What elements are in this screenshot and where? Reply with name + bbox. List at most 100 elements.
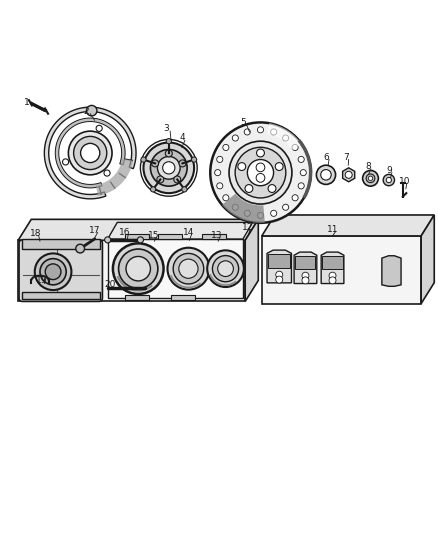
Text: 15: 15 bbox=[148, 231, 159, 239]
Text: 18: 18 bbox=[30, 229, 41, 238]
Polygon shape bbox=[321, 252, 344, 284]
Circle shape bbox=[256, 163, 265, 172]
Circle shape bbox=[45, 264, 61, 280]
Polygon shape bbox=[268, 254, 290, 268]
Circle shape bbox=[150, 149, 187, 186]
Polygon shape bbox=[267, 250, 291, 283]
Text: 10: 10 bbox=[399, 177, 410, 186]
Circle shape bbox=[144, 142, 194, 193]
Circle shape bbox=[152, 160, 159, 167]
Circle shape bbox=[138, 237, 144, 243]
Circle shape bbox=[329, 272, 336, 279]
Text: 8: 8 bbox=[365, 163, 371, 172]
Circle shape bbox=[81, 143, 100, 163]
Text: 4: 4 bbox=[179, 133, 185, 142]
Text: 17: 17 bbox=[89, 226, 100, 235]
Circle shape bbox=[271, 129, 277, 135]
Text: 6: 6 bbox=[323, 153, 329, 162]
Circle shape bbox=[179, 160, 186, 167]
Circle shape bbox=[223, 144, 229, 150]
Circle shape bbox=[126, 256, 150, 281]
Circle shape bbox=[298, 156, 304, 163]
Circle shape bbox=[215, 169, 221, 176]
Circle shape bbox=[292, 195, 298, 201]
Circle shape bbox=[223, 195, 229, 201]
Circle shape bbox=[283, 204, 289, 211]
Circle shape bbox=[298, 183, 304, 189]
Circle shape bbox=[268, 184, 276, 192]
Circle shape bbox=[276, 271, 283, 278]
Polygon shape bbox=[294, 252, 317, 284]
Polygon shape bbox=[245, 220, 258, 302]
Bar bbox=[21, 292, 100, 299]
Circle shape bbox=[63, 159, 69, 165]
Circle shape bbox=[167, 248, 209, 289]
Polygon shape bbox=[18, 240, 245, 302]
Text: 13: 13 bbox=[211, 231, 223, 239]
Text: 20: 20 bbox=[104, 280, 116, 289]
Circle shape bbox=[302, 277, 309, 284]
Circle shape bbox=[283, 135, 289, 141]
Circle shape bbox=[244, 129, 250, 135]
Circle shape bbox=[386, 177, 392, 183]
Polygon shape bbox=[322, 256, 343, 269]
Bar bbox=[171, 295, 195, 300]
Circle shape bbox=[217, 156, 223, 163]
Circle shape bbox=[217, 183, 223, 189]
Circle shape bbox=[321, 169, 331, 180]
Circle shape bbox=[366, 174, 375, 183]
Circle shape bbox=[244, 210, 250, 216]
Circle shape bbox=[105, 237, 111, 243]
Circle shape bbox=[162, 161, 175, 174]
Circle shape bbox=[40, 259, 66, 285]
Circle shape bbox=[238, 163, 246, 171]
Bar bbox=[108, 239, 243, 298]
Circle shape bbox=[256, 174, 265, 182]
Polygon shape bbox=[295, 256, 315, 269]
Wedge shape bbox=[222, 193, 265, 223]
Circle shape bbox=[271, 210, 277, 216]
Circle shape bbox=[258, 127, 264, 133]
Circle shape bbox=[182, 187, 187, 192]
Polygon shape bbox=[421, 215, 434, 304]
Circle shape bbox=[35, 253, 71, 290]
Circle shape bbox=[151, 187, 156, 192]
Polygon shape bbox=[262, 236, 421, 304]
Circle shape bbox=[232, 135, 238, 141]
Circle shape bbox=[258, 212, 264, 219]
Text: 7: 7 bbox=[343, 153, 349, 162]
Circle shape bbox=[275, 163, 283, 171]
Circle shape bbox=[276, 276, 283, 283]
Circle shape bbox=[119, 249, 158, 288]
Bar bbox=[125, 234, 149, 239]
Circle shape bbox=[345, 171, 352, 179]
Polygon shape bbox=[44, 107, 136, 199]
Text: 11: 11 bbox=[327, 225, 338, 234]
Circle shape bbox=[191, 157, 197, 162]
Polygon shape bbox=[18, 220, 258, 240]
Circle shape bbox=[113, 244, 163, 294]
Text: 12: 12 bbox=[242, 223, 253, 232]
Circle shape bbox=[157, 157, 180, 179]
Circle shape bbox=[257, 149, 265, 157]
Polygon shape bbox=[262, 215, 434, 236]
Circle shape bbox=[74, 136, 107, 169]
Circle shape bbox=[383, 174, 395, 185]
Text: 19: 19 bbox=[36, 277, 48, 285]
Circle shape bbox=[166, 139, 171, 144]
Bar bbox=[21, 239, 100, 249]
Polygon shape bbox=[55, 118, 125, 188]
Circle shape bbox=[174, 176, 181, 183]
Circle shape bbox=[157, 176, 164, 183]
Circle shape bbox=[218, 261, 233, 277]
Bar bbox=[125, 295, 149, 300]
Circle shape bbox=[292, 144, 298, 150]
Text: 14: 14 bbox=[183, 228, 194, 237]
Circle shape bbox=[165, 150, 172, 157]
Circle shape bbox=[141, 157, 146, 162]
Text: 16: 16 bbox=[120, 228, 131, 237]
Bar bbox=[158, 234, 182, 239]
Circle shape bbox=[329, 277, 336, 284]
FancyBboxPatch shape bbox=[19, 240, 102, 302]
Circle shape bbox=[68, 131, 112, 175]
